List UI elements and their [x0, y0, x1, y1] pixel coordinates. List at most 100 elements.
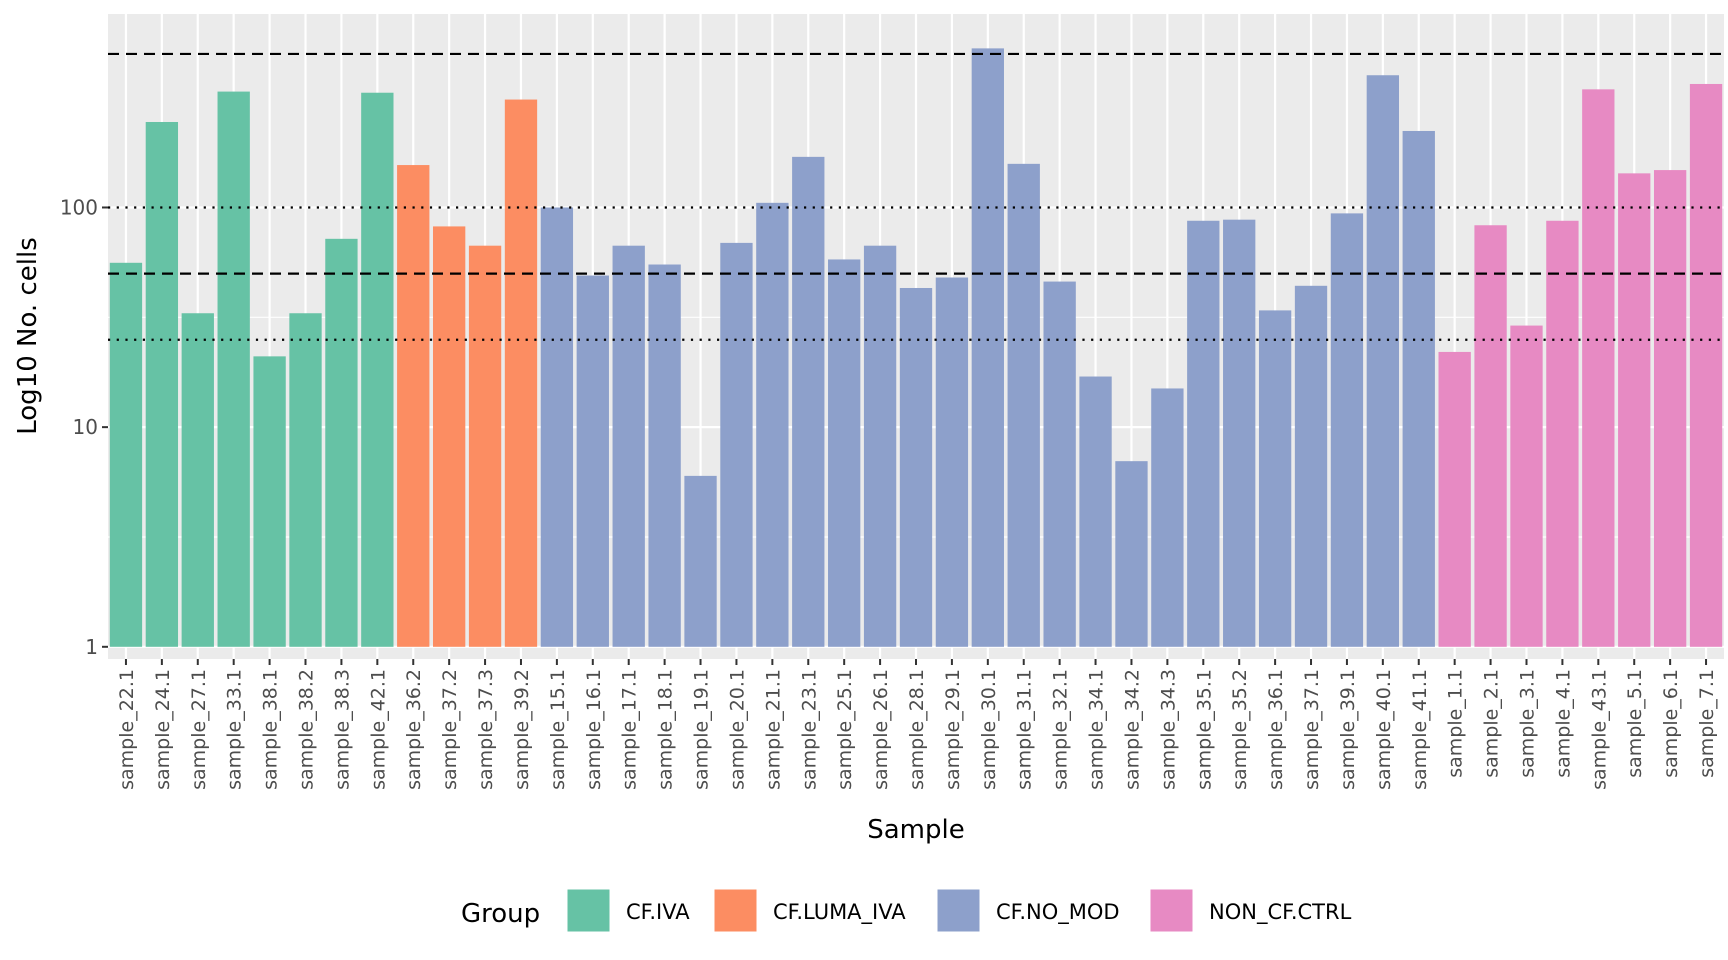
- bar-sample_37.3: [468, 245, 502, 647]
- bar-sample_33.1: [217, 91, 250, 647]
- legend-label: CF.IVA: [626, 900, 690, 924]
- x-tick-label: sample_43.1: [1588, 669, 1610, 790]
- bar-sample_3.1: [1510, 325, 1543, 647]
- bar-sample_17.1: [612, 245, 645, 647]
- x-tick-label: sample_30.1: [978, 669, 1000, 790]
- y-tick-label: 1: [85, 635, 98, 659]
- bar-sample_16.1: [576, 275, 609, 647]
- x-tick-label: sample_36.1: [1265, 669, 1287, 790]
- bar-sample_30.1: [971, 48, 1004, 647]
- bar-sample_38.1: [253, 356, 286, 647]
- x-axis: sample_22.1 sample_24.1 sample_27.1 sample_…: [116, 659, 1718, 790]
- x-tick-label: sample_2.1: [1481, 669, 1503, 778]
- x-tick-label: sample_38.3: [331, 669, 353, 790]
- y-tick-label: 100: [60, 195, 98, 219]
- bar-sample_20.1: [720, 242, 753, 647]
- x-tick-label: sample_41.1: [1409, 669, 1431, 790]
- bar-sample_38.2: [289, 313, 322, 647]
- bar-sample_40.1: [1366, 75, 1400, 647]
- bar-sample_36.1: [1258, 310, 1292, 647]
- x-tick-label: sample_23.1: [798, 669, 820, 790]
- x-tick-label: sample_3.1: [1516, 669, 1538, 778]
- bar-sample_7.1: [1689, 83, 1723, 647]
- x-tick-label: sample_38.1: [260, 669, 282, 790]
- x-tick-label: sample_35.1: [1193, 669, 1215, 790]
- bar-sample_26.1: [863, 245, 897, 647]
- x-tick-label: sample_33.1: [224, 669, 246, 790]
- bar-sample_25.1: [828, 259, 861, 647]
- x-tick-label: sample_15.1: [547, 669, 569, 790]
- x-tick-label: sample_32.1: [1050, 669, 1072, 790]
- x-tick-label: sample_22.1: [116, 669, 138, 790]
- bar-sample_23.1: [792, 156, 825, 647]
- bar-sample_41.1: [1402, 130, 1435, 647]
- x-tick-label: sample_16.1: [583, 669, 605, 790]
- legend-key-CF.NO_MOD: [936, 888, 981, 933]
- x-tick-label: sample_7.1: [1696, 669, 1718, 778]
- bar-sample_28.1: [899, 287, 933, 647]
- bar-sample_2.1: [1474, 225, 1507, 647]
- bar-sample_37.1: [1294, 285, 1328, 647]
- bar-sample_24.1: [145, 121, 179, 647]
- y-axis-title: Log10 No. cells: [13, 237, 43, 435]
- x-tick-label: sample_29.1: [942, 669, 964, 790]
- x-tick-label: sample_40.1: [1373, 669, 1395, 790]
- bar-sample_19.1: [684, 475, 717, 647]
- x-tick-label: sample_39.1: [1337, 669, 1359, 790]
- bar-sample_35.1: [1187, 220, 1220, 647]
- x-tick-label: sample_34.1: [1086, 669, 1108, 790]
- x-tick-label: sample_34.3: [1157, 669, 1179, 790]
- x-tick-label: sample_35.2: [1229, 669, 1251, 790]
- bar-sample_42.1: [361, 92, 394, 647]
- bar-sample_36.2: [397, 165, 430, 647]
- bar-sample_37.2: [432, 226, 466, 647]
- x-tick-label: sample_28.1: [906, 669, 928, 790]
- x-tick-label: sample_17.1: [619, 669, 641, 790]
- x-tick-label: sample_24.1: [152, 669, 174, 790]
- bar-sample_5.1: [1618, 173, 1651, 647]
- bar-sample_39.2: [504, 99, 538, 647]
- x-tick-label: sample_27.1: [188, 669, 210, 790]
- x-tick-label: sample_1.1: [1445, 669, 1467, 778]
- bar-sample_18.1: [648, 264, 681, 647]
- y-axis: 1 10 100: [60, 195, 108, 659]
- bar-sample_27.1: [181, 313, 214, 647]
- bar-sample_6.1: [1653, 170, 1687, 647]
- bar-sample_38.3: [325, 238, 358, 647]
- x-tick-label: sample_36.2: [403, 669, 425, 790]
- bar-sample_35.2: [1223, 219, 1256, 647]
- bar-sample_21.1: [756, 202, 789, 647]
- bar-sample_34.2: [1115, 461, 1148, 647]
- x-tick-label: sample_26.1: [870, 669, 892, 790]
- bar-sample_1.1: [1438, 351, 1471, 647]
- legend-label: CF.NO_MOD: [996, 900, 1120, 925]
- bar-sample_39.1: [1330, 213, 1364, 647]
- x-tick-label: sample_38.2: [296, 669, 318, 790]
- bar-sample_22.1: [109, 262, 143, 647]
- x-tick-label: sample_5.1: [1624, 669, 1646, 778]
- legend-title: Group: [461, 899, 540, 929]
- bar-sample_43.1: [1582, 89, 1615, 647]
- x-tick-label: sample_31.1: [1014, 669, 1036, 790]
- x-tick-label: sample_34.2: [1121, 669, 1143, 790]
- x-axis-title: Sample: [867, 815, 965, 845]
- x-tick-label: sample_37.1: [1301, 669, 1323, 790]
- legend-key-CF.LUMA_IVA: [713, 888, 758, 933]
- x-tick-label: sample_20.1: [726, 669, 748, 790]
- x-tick-label: sample_37.3: [475, 669, 497, 790]
- legend: Group CF.IVA CF.LUMA_IVA CF.NO_MOD NON_CF.C…: [461, 888, 1352, 933]
- legend-label: NON_CF.CTRL: [1209, 900, 1352, 925]
- x-tick-label: sample_21.1: [762, 669, 784, 790]
- bar-sample_4.1: [1546, 220, 1579, 647]
- bar-sample_34.1: [1079, 376, 1112, 647]
- y-tick-label: 10: [73, 415, 98, 439]
- legend-key-CF.IVA: [566, 888, 611, 933]
- x-tick-label: sample_39.2: [511, 669, 533, 790]
- x-tick-label: sample_18.1: [655, 669, 677, 790]
- bar-sample_34.3: [1151, 388, 1184, 647]
- legend-key-NON_CF.CTRL: [1149, 888, 1194, 933]
- x-tick-label: sample_25.1: [834, 669, 856, 790]
- bar-sample_31.1: [1007, 163, 1040, 647]
- x-tick-label: sample_37.2: [439, 669, 461, 790]
